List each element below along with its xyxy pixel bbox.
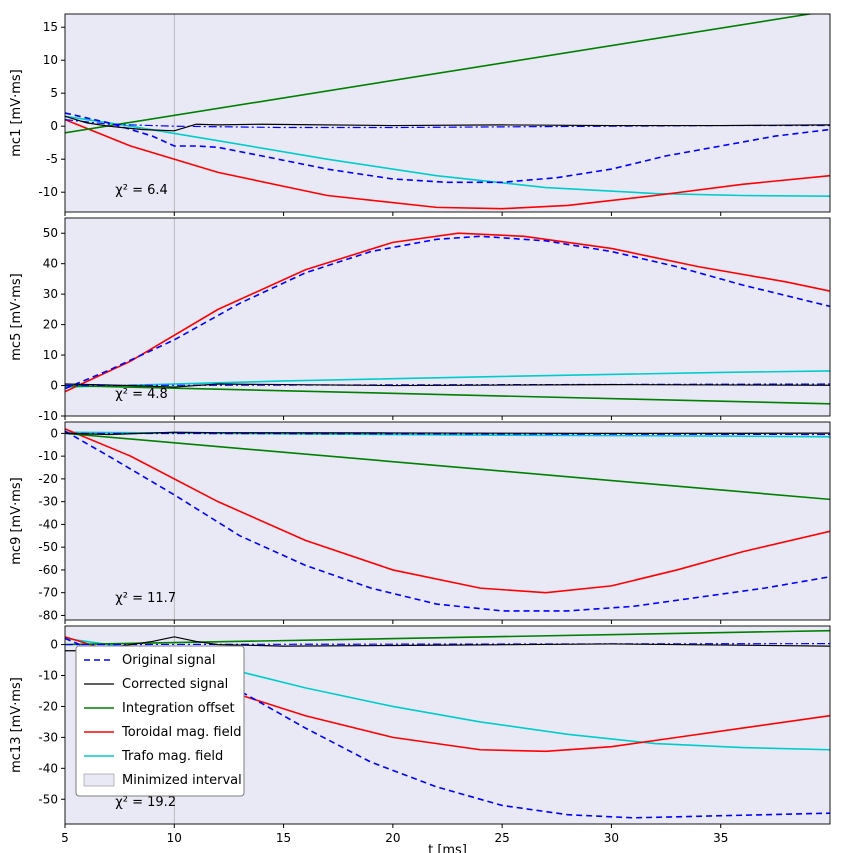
ytick-label: 10: [43, 348, 58, 362]
ytick-label: -80: [38, 608, 58, 622]
xtick-label: 10: [167, 831, 182, 845]
xtick-label: 30: [604, 831, 619, 845]
ytick-label: 10: [43, 53, 58, 67]
panel-2: -80 -70 -60 -50 -40 -30 -20 -10 0 mc9 [mV·ms] χ² =…: [9, 422, 830, 624]
legend-swatch-minimized: [84, 774, 114, 786]
panel-0: -10 -5 0 5 10 15 mc1 [mV·ms] χ² = 6.4: [9, 11, 830, 216]
ytick-label: 0: [50, 638, 58, 652]
ytick-label: 30: [43, 287, 58, 301]
ytick-label: -60: [38, 563, 58, 577]
ytick-label: -10: [38, 449, 58, 463]
legend-label-original: Original signal: [122, 653, 215, 668]
panel-bg: [65, 422, 830, 620]
figure: -10-5051015mc1 [mV·ms]χ² = 6.4-100102030…: [0, 0, 844, 853]
legend-label-minimized: Minimized interval: [122, 773, 242, 788]
ytick-label: 15: [43, 20, 58, 34]
ytick-label: -50: [38, 540, 58, 554]
ytick-label: -50: [38, 792, 58, 806]
ytick-label: -70: [38, 586, 58, 600]
legend: Original signal Corrected signal Integrati…: [76, 646, 244, 796]
ytick-label: 5: [50, 86, 58, 100]
ytick-label: 20: [43, 318, 58, 332]
panel-1: -10 0 10 20 30 40 50 mc5 [mV·ms] χ² = 4.8: [9, 218, 830, 423]
y-axis-label: mc9 [mV·ms]: [9, 477, 24, 564]
chart-svg: -10-5051015mc1 [mV·ms]χ² = 6.4-100102030…: [0, 0, 844, 853]
legend-label-toroidal: Toroidal mag. field: [121, 725, 241, 740]
ytick-label: -20: [38, 472, 58, 486]
ytick-label: 0: [50, 426, 58, 440]
xtick-label: 35: [713, 831, 728, 845]
y-axis-label: mc1 [mV·ms]: [9, 69, 24, 156]
xtick-label: 25: [495, 831, 510, 845]
ytick-label: -5: [46, 152, 58, 166]
legend-label-offset: Integration offset: [122, 701, 235, 716]
xtick-label: 5: [61, 831, 69, 845]
chi2-label: χ² = 11.7: [115, 591, 176, 606]
xtick-label: 20: [385, 831, 400, 845]
ytick-label: 40: [43, 257, 58, 271]
xtick-label: 15: [276, 831, 291, 845]
ytick-label: -20: [38, 699, 58, 713]
legend-label-trafo: Trafo mag. field: [121, 749, 223, 764]
ytick-label: -30: [38, 730, 58, 744]
ytick-label: -40: [38, 761, 58, 775]
x-axis-label: t [ms]: [428, 843, 467, 853]
y-axis-label: mc5 [mV·ms]: [9, 273, 24, 360]
chi2-label: χ² = 4.8: [115, 387, 168, 402]
y-axis-label: mc13 [mV·ms]: [9, 677, 24, 773]
legend-label-corrected: Corrected signal: [122, 677, 228, 692]
ytick-label: 50: [43, 226, 58, 240]
ytick-label: -10: [38, 669, 58, 683]
ytick-label: 0: [50, 119, 58, 133]
ytick-label: 0: [50, 379, 58, 393]
ytick-label: -10: [38, 185, 58, 199]
ytick-label: -40: [38, 517, 58, 531]
chi2-label: χ² = 19.2: [115, 795, 176, 810]
ytick-label: -10: [38, 409, 58, 423]
chi2-label: χ² = 6.4: [115, 183, 168, 198]
ytick-label: -30: [38, 495, 58, 509]
